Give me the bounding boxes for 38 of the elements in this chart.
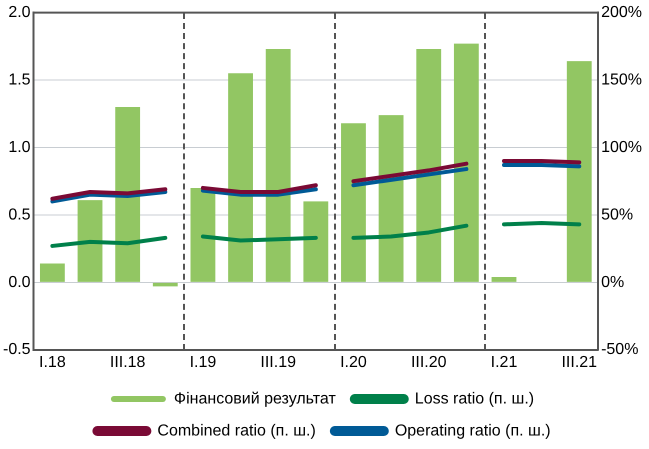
bar [40, 263, 65, 282]
bar [78, 200, 102, 282]
y-tick-label: 1.0 [8, 138, 31, 156]
y-tick-label: 0.0 [8, 274, 31, 291]
y-tick-label: -0.5 [2, 341, 31, 358]
x-tick-label: I.20 [340, 354, 367, 371]
bar [454, 44, 479, 282]
x-tick-label: I.21 [490, 354, 518, 371]
bar [303, 201, 328, 282]
bar [378, 115, 404, 282]
legend-label: Фінансовий результат [174, 390, 336, 408]
legend-label: Loss ratio (п. ш.) [414, 390, 534, 408]
y-tick-label: 1.5 [8, 71, 31, 88]
x-tick-label: III.21 [561, 354, 598, 371]
bar [566, 61, 592, 282]
bar [416, 49, 442, 282]
bar [152, 282, 178, 286]
y2-tick-label: -50% [601, 341, 638, 358]
y2-tick-label: 200% [601, 4, 642, 22]
bar [341, 123, 366, 282]
y-tick-label: 2.0 [8, 4, 31, 22]
y-tick-label: 0.5 [8, 206, 31, 224]
bar [190, 188, 216, 282]
y2-tick-label: 50% [601, 206, 634, 224]
bar [492, 276, 516, 282]
y2-tick-label: 150% [601, 71, 642, 88]
x-tick-label: III.18 [110, 354, 146, 371]
x-tick-label: III.20 [410, 354, 447, 371]
x-tick-label: III.19 [260, 354, 296, 371]
x-tick-label: I.18 [39, 354, 66, 371]
legend-label: Combined ratio (п. ш.) [157, 422, 316, 440]
y2-tick-label: 100% [601, 138, 642, 156]
bar [115, 107, 140, 282]
x-tick-label: I.19 [190, 354, 216, 371]
legend-label: Operating ratio (п. ш.) [394, 422, 551, 440]
y2-tick-label: 0% [601, 274, 624, 291]
bar [266, 49, 291, 282]
bar [228, 73, 253, 282]
